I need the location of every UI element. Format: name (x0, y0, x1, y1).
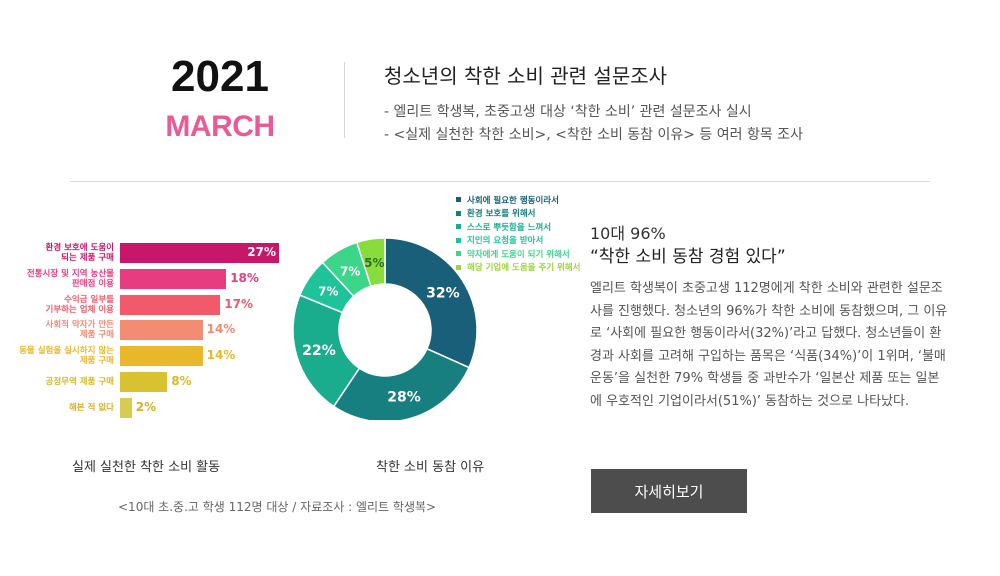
legend-item: 사회에 필요한 행동이라서 (456, 193, 581, 207)
bar-label-line: 수익금 일부를 (64, 294, 114, 305)
bullet-2: - <실제 실천한 착한 소비>, <착한 소비 동참 이유> 등 여러 항목 … (384, 127, 803, 143)
donut-value-label: 32% (426, 285, 460, 301)
bar-value-label: 8% (171, 374, 192, 388)
bar-label: 동물 실험을 실시하지 않는 제품 구매 (4, 346, 114, 366)
bar (120, 397, 132, 418)
source-note: <10대 초.중.고 학생 112명 대상 / 자료조사 : 엘리트 학생복> (118, 500, 437, 514)
donut-chart-caption: 착한 소비 동참 이유 (376, 460, 485, 475)
legend-item: 해당 기업에 도움을 주기 위해서 (456, 261, 581, 275)
bar (120, 320, 203, 341)
bar-label-line: 제품 구매 (79, 330, 114, 341)
bar-label: 해본 적 없다 (4, 403, 114, 413)
donut-value-label: 7% (318, 285, 338, 299)
legend-item: 약자에게 도움이 되기 위해서 (456, 247, 581, 261)
bar-label-line: 공정무역 제품 구매 (45, 377, 114, 387)
year: 2021 (171, 52, 269, 101)
summary-stat: 10대 96% (590, 224, 666, 243)
legend-label: 환경 보호를 위해서 (467, 209, 536, 220)
donut-chart: 32% 28% 22% 7%7% 5% (292, 237, 478, 420)
header-divider (344, 62, 345, 138)
donut-slice (384, 237, 478, 369)
bar (120, 372, 168, 392)
bar-value-label: 2% (135, 399, 157, 414)
legend-swatch (456, 264, 461, 270)
legend-swatch (456, 197, 461, 203)
donut-value-label: 28% (387, 389, 421, 405)
bar-label-line: 판매점 이용 (71, 278, 114, 289)
bar-label: 수익금 일부를 기부하는 업체 이용 (4, 295, 114, 315)
legend-swatch (456, 224, 461, 230)
legend-swatch (456, 237, 461, 243)
bar-chart-caption: 실제 실천한 착한 소비 활동 (72, 460, 221, 475)
legend-label: 사회에 필요한 행동이라서 (467, 195, 559, 206)
section-divider (70, 181, 930, 182)
summary-quote: “착한 소비 동참 경험 있다” (590, 247, 786, 267)
legend-item: 지인의 요청을 받아서 (456, 234, 581, 248)
bar-label-line: 제품 구매 (79, 356, 114, 367)
bullet-1: - 엘리트 학생복, 초중고생 대상 ‘착한 소비’ 관련 설문조사 실시 (384, 104, 752, 120)
legend-label: 지인의 요청을 받아서 (467, 236, 544, 247)
bar-value-label: 14% (206, 322, 236, 337)
legend-label: 스스로 뿌듯함을 느껴서 (467, 222, 552, 233)
bar-label-line: 전통시장 및 지역 농산물 (26, 268, 114, 279)
more-button[interactable]: 자세히보기 (591, 469, 747, 513)
bar-value-label: 17% (224, 296, 254, 311)
donut-value-label: 22% (302, 343, 336, 359)
bar-label-line: 되는 제품 구매 (61, 253, 114, 263)
donut-slice (332, 347, 470, 420)
bar (120, 346, 203, 367)
bar-label-line: 동물 실험을 실시하지 않는 (19, 346, 114, 357)
legend-item: 스스로 뿌듯함을 느껴서 (456, 220, 581, 234)
bar-label: 환경 보호에 도움이 되는 제품 구매 (4, 243, 114, 263)
donut-value-label: 5% (364, 256, 384, 270)
legend-label: 해당 기업에 도움을 주기 위해서 (467, 263, 581, 274)
bar-label: 전통시장 및 지역 농산물 판매점 이용 (4, 269, 114, 289)
bar-value-label: 27% (247, 245, 277, 259)
bar (120, 268, 227, 289)
bar-label-line: 사회적 약자가 만든 (45, 320, 114, 331)
headline: 청소년의 착한 소비 관련 설문조사 (384, 64, 668, 88)
donut-slice (355, 237, 386, 288)
bar (120, 243, 280, 263)
bar (120, 294, 221, 315)
bar-label: 사회적 약자가 만든 제품 구매 (4, 320, 114, 340)
bar-label-line: 해본 적 없다 (68, 402, 114, 413)
bar-label-line: 환경 보호에 도움이 (45, 243, 114, 253)
legend-swatch (456, 210, 461, 216)
bar-label: 공정무역 제품 구매 (4, 377, 114, 387)
bar-value-label: 14% (206, 348, 236, 363)
legend-swatch (456, 251, 461, 257)
donut-value-label: 7% (340, 264, 360, 278)
bar-value-label: 18% (230, 270, 259, 285)
month: MARCH (165, 110, 275, 143)
legend-item: 환경 보호를 위해서 (456, 207, 581, 221)
summary-body: 엘리트 학생복이 초중고생 112명에게 착한 소비와 관련한 설문조사를 진행… (590, 281, 948, 409)
legend-label: 약자에게 도움이 되기 위해서 (467, 249, 570, 260)
bar-label-line: 기부하는 업체 이용 (45, 304, 114, 315)
